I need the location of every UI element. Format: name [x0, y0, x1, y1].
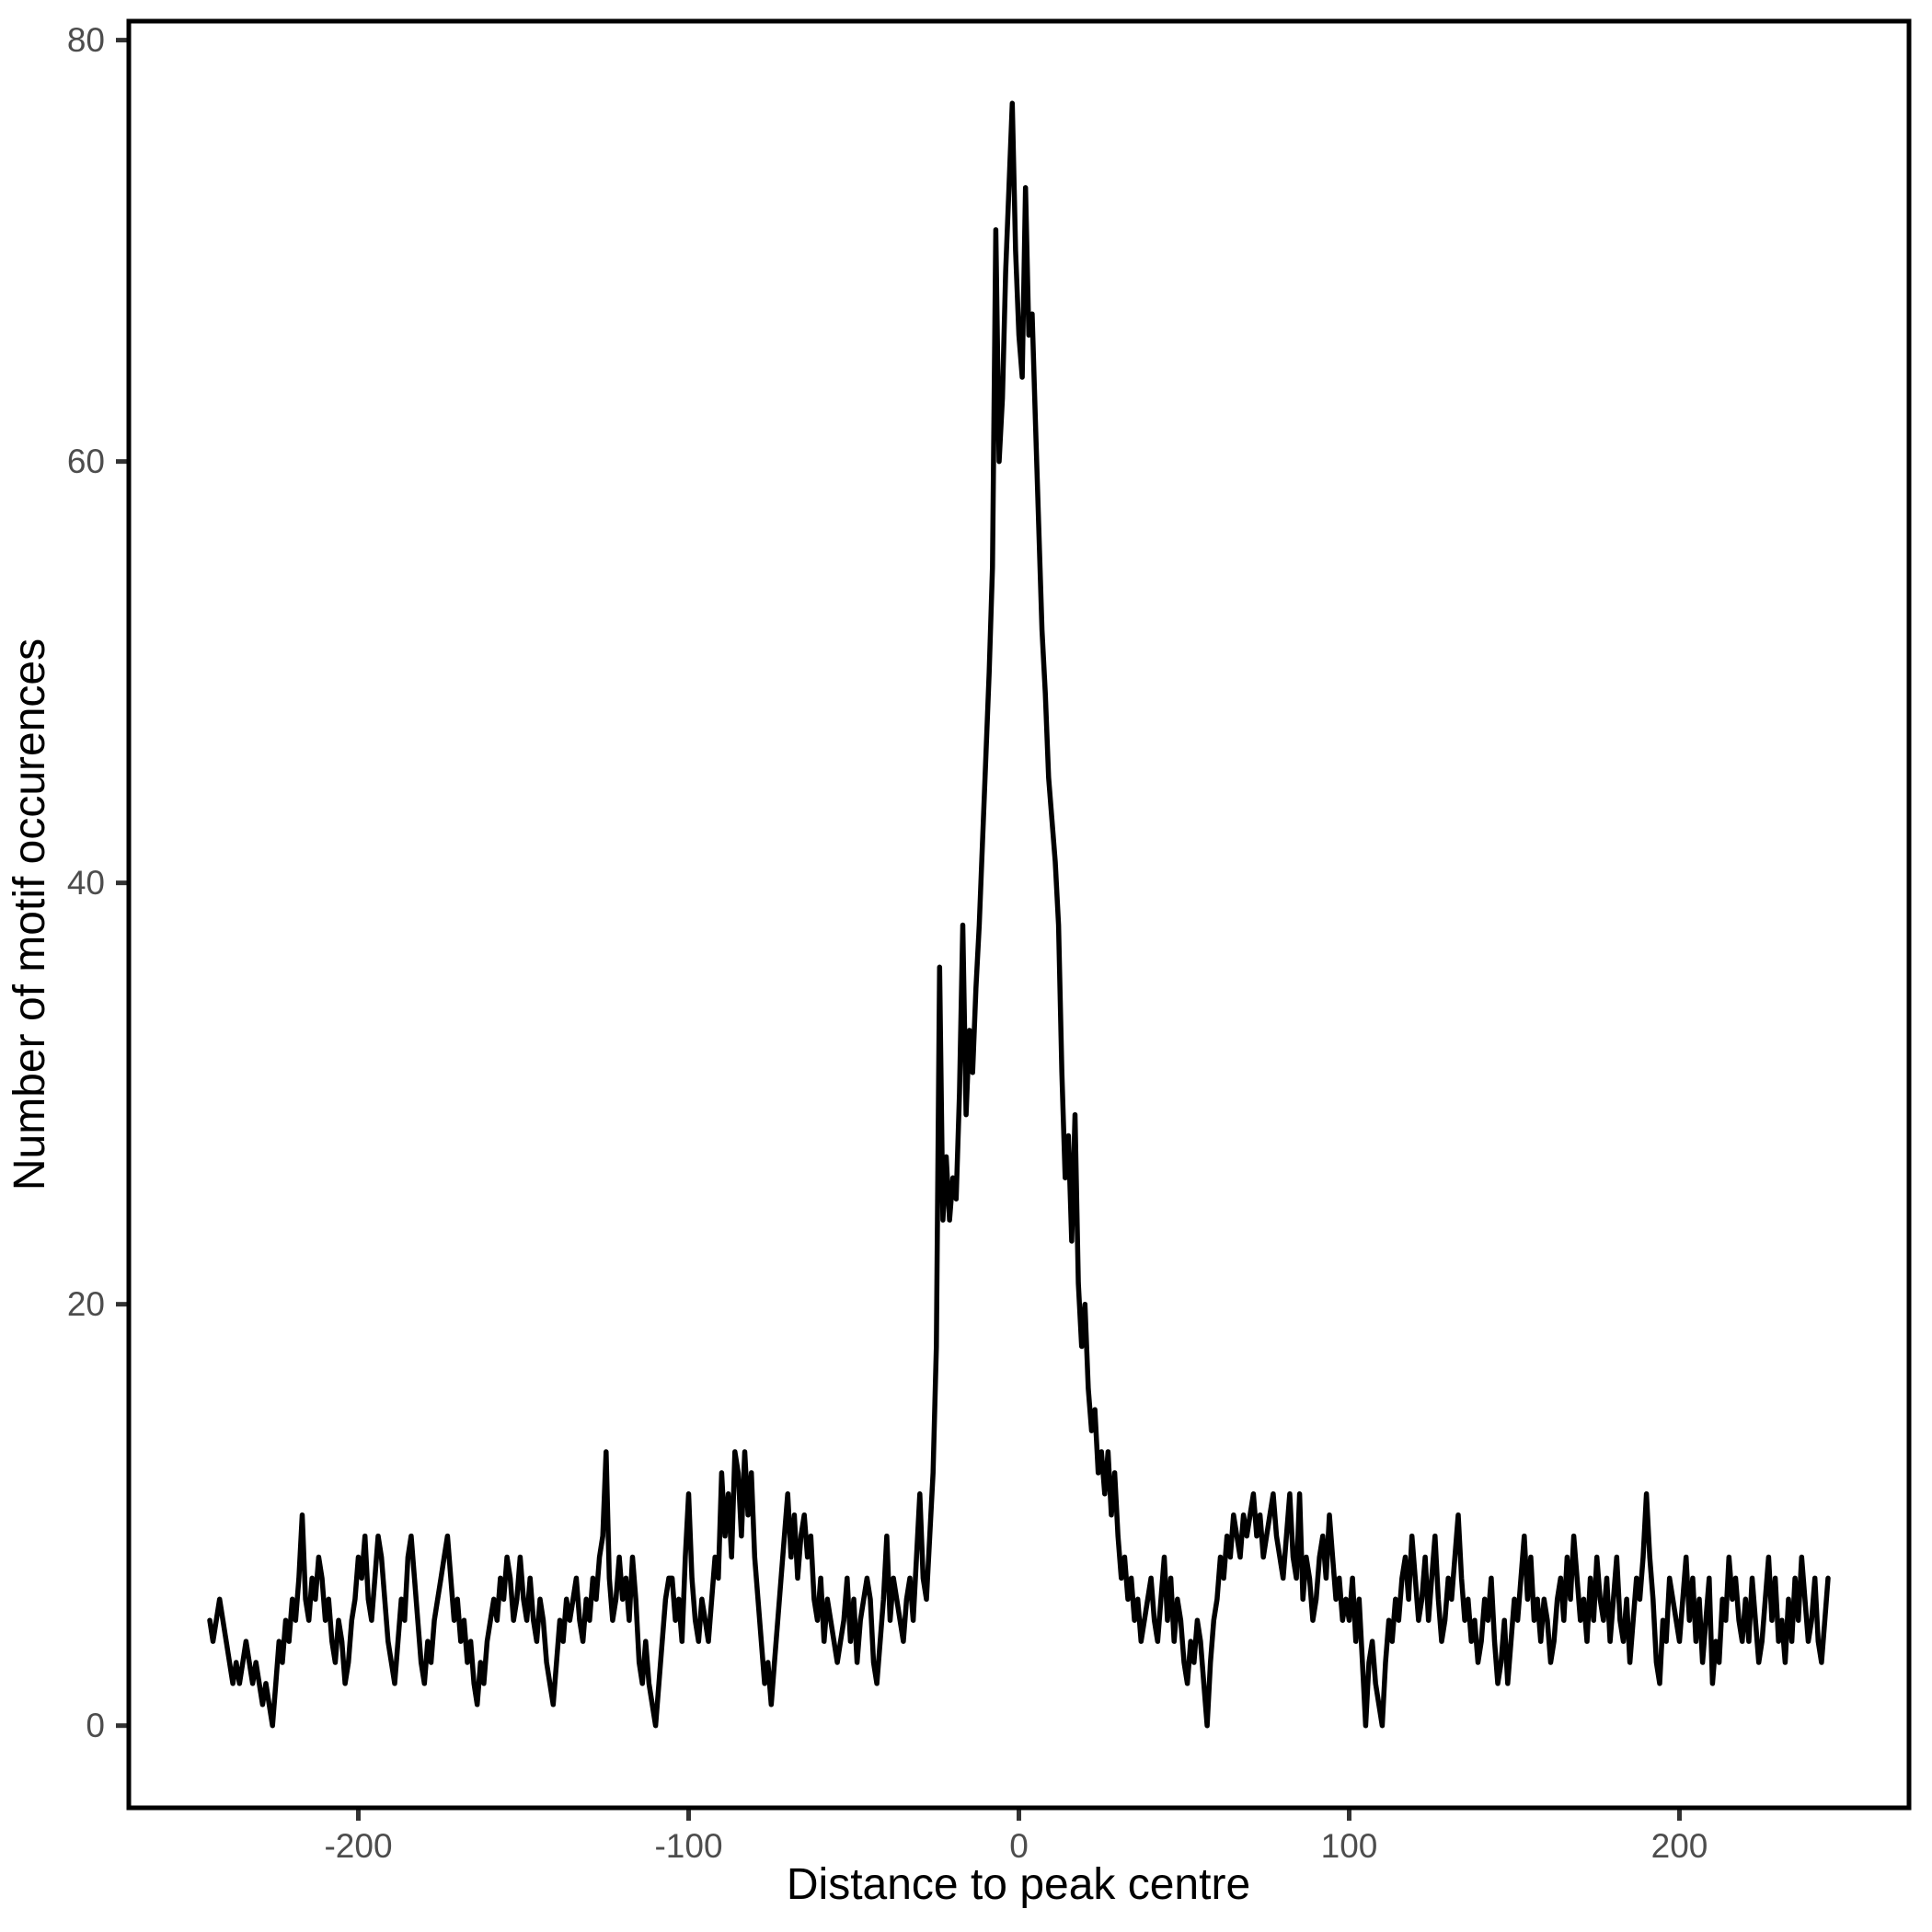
- y-axis-tick-label: 20: [67, 1285, 105, 1323]
- data-line: [207, 100, 1831, 1729]
- y-axis-tick-label: 80: [67, 21, 105, 59]
- y-axis-tick-label: 60: [67, 443, 105, 480]
- x-axis-tick-label: -100: [654, 1827, 722, 1865]
- x-axis-tick-labels: -200 -100 0 100 200: [324, 1827, 1708, 1865]
- x-axis-tick-label: 100: [1321, 1827, 1378, 1865]
- y-axis-title: Number of motif occurences: [6, 638, 54, 1190]
- plot-panel-border: [126, 18, 1912, 1811]
- x-axis-tick-label: 0: [1009, 1827, 1029, 1865]
- y-axis-tick-labels: 0 20 40 60 80: [67, 21, 105, 1744]
- x-axis-title: Distance to peak centre: [787, 1860, 1250, 1909]
- x-axis-tick-label: 200: [1651, 1827, 1708, 1865]
- y-axis-tick-label: 40: [67, 864, 105, 902]
- x-axis-tick-label: -200: [324, 1827, 392, 1865]
- y-axis-tick-label: 0: [86, 1707, 105, 1744]
